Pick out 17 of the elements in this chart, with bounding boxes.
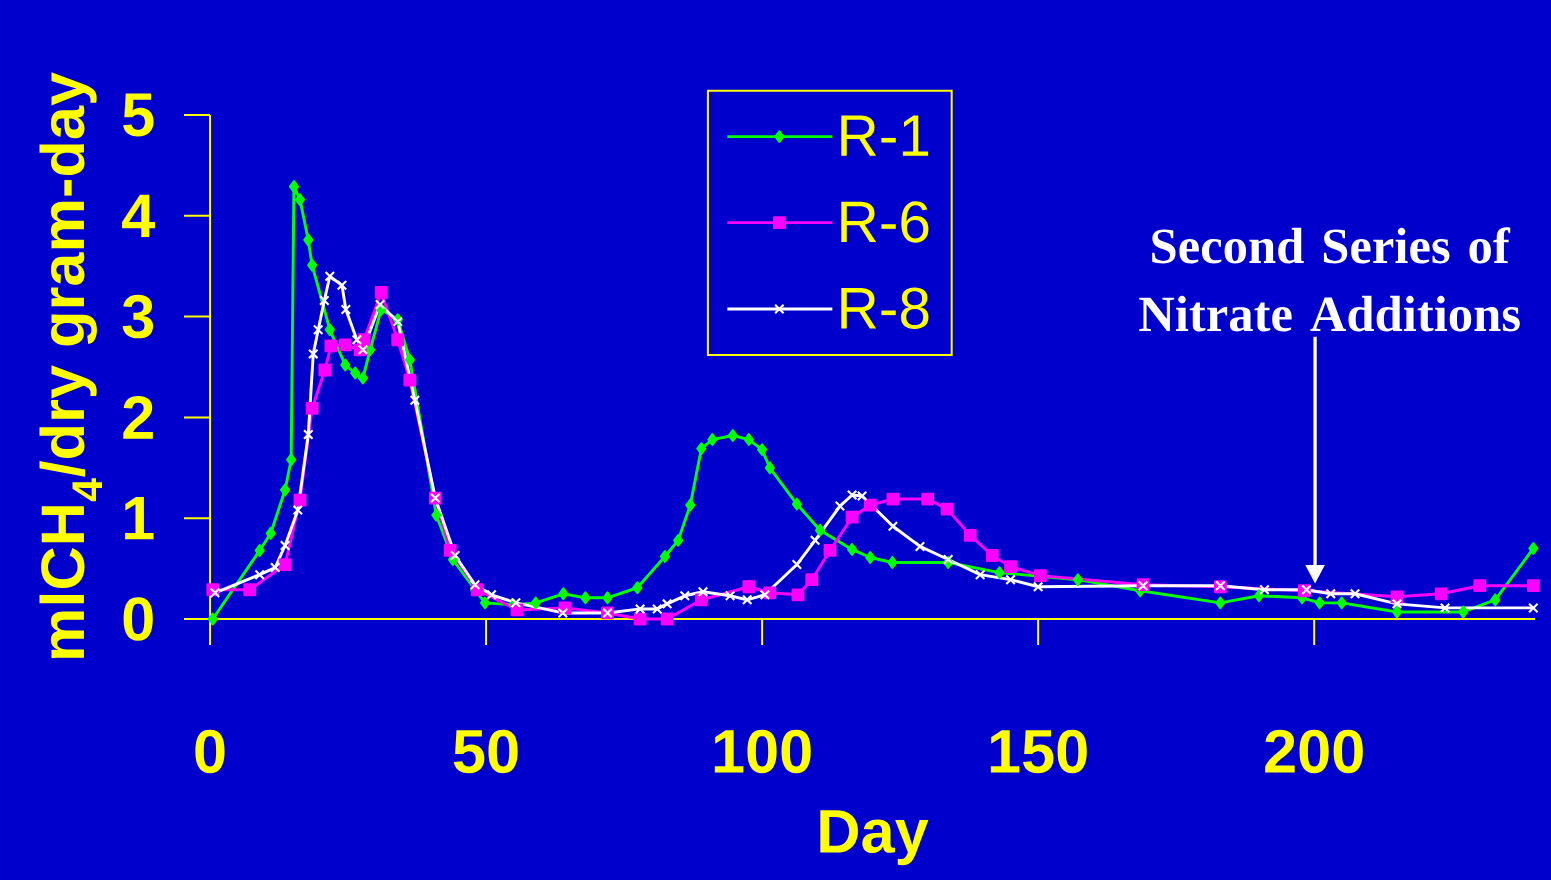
y-tick-label: 4 <box>122 194 155 237</box>
x-tick-label: 0 <box>195 729 225 774</box>
y-tick-label: 5 <box>123 93 154 137</box>
y-tick-label: 1 <box>125 497 154 540</box>
y-tick-label: 3 <box>122 294 154 339</box>
x-axis-title: Day <box>820 810 929 866</box>
annotation: Second Series of Nitrate Additions <box>1139 227 1520 332</box>
legend-label: R-6 <box>841 201 929 243</box>
legend-label: R-8 <box>841 287 929 329</box>
y-tick-label: 0 <box>123 597 153 641</box>
x-tick-label: 50 <box>453 729 518 774</box>
y-tick-label: 2 <box>123 395 153 439</box>
legend-label: R-1 <box>841 115 929 156</box>
x-tick-label: 150 <box>990 729 1087 774</box>
x-tick-label: 200 <box>1265 729 1363 774</box>
y-axis-title: mlCH$_{4}$/dry gram-day <box>39 72 103 659</box>
x-tick-label: 100 <box>714 729 811 774</box>
